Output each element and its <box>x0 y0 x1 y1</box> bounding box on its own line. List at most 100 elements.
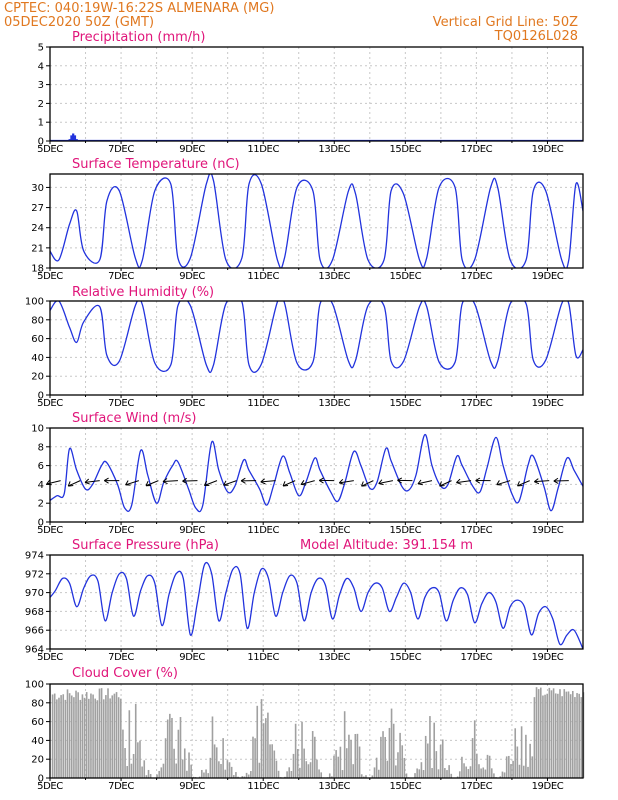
cloud-bar <box>237 776 239 778</box>
wind-arrowhead <box>338 478 345 485</box>
y-tick-label: 6 <box>38 461 44 472</box>
cloud-bar <box>70 695 73 778</box>
cloud-bar <box>331 776 333 778</box>
cloud-bar <box>450 773 453 778</box>
cloud-bar <box>294 723 297 778</box>
cloud-bar <box>422 770 425 778</box>
cloud-bar <box>542 695 544 778</box>
cloud-bar <box>286 771 288 778</box>
cloud-bar <box>478 764 480 778</box>
cloud-bar <box>130 763 133 778</box>
cloud-bar <box>58 697 60 778</box>
cloud-bar <box>258 762 261 778</box>
wind-arrowhead <box>475 477 481 484</box>
wind-title: Surface Wind (m/s) <box>72 411 196 426</box>
wind-series-line <box>50 433 583 513</box>
cloud-bar <box>533 697 536 778</box>
cloud-bar <box>288 767 291 778</box>
wind-arrowhead <box>84 478 90 485</box>
cloud-bar <box>433 722 436 778</box>
cloud-bar <box>66 689 69 778</box>
cloud-bar <box>484 769 487 778</box>
cloud-bar <box>512 760 514 778</box>
precipitation-title: Precipitation (mm/h) <box>72 30 205 45</box>
y-tick-label: 970 <box>25 588 44 599</box>
cloud-bar <box>516 746 519 778</box>
humidity-title: Relative Humidity (%) <box>72 285 214 300</box>
cloud-bar <box>98 688 101 778</box>
x-tick-label: 13DEC <box>318 652 350 663</box>
cloud-bar <box>241 776 244 778</box>
y-tick-label: 5 <box>38 43 44 54</box>
pressure-series-line <box>50 561 583 649</box>
pressure-frame <box>49 554 584 650</box>
cloud-bar <box>416 768 418 778</box>
y-tick-label: 18 <box>31 264 44 275</box>
x-tick-label: 19DEC <box>532 271 564 282</box>
cloud-bar <box>92 694 94 778</box>
cloud-bar <box>386 760 389 778</box>
cloud-bar <box>156 774 158 778</box>
y-tick-label: 8 <box>38 442 44 453</box>
cloud-bar <box>105 695 107 778</box>
x-tick-label: 9DEC <box>179 525 205 536</box>
cloud-bar <box>520 726 523 778</box>
y-tick-label: 100 <box>25 680 44 691</box>
cloud-bar <box>111 695 114 778</box>
wind-arrowhead <box>182 477 188 484</box>
wind-arrow <box>84 480 100 483</box>
cloud-bar <box>128 710 131 778</box>
wind-arrowhead <box>417 479 423 486</box>
y-tick-label: 27 <box>31 203 44 214</box>
wind-arrowhead <box>282 481 289 487</box>
rh-frame <box>49 300 584 396</box>
cloud-bar <box>188 752 190 778</box>
temperature-title: Surface Temperature (nC) <box>72 157 240 172</box>
header-date: 05DEC2020 50Z (GMT) <box>4 15 154 30</box>
cloud-bar <box>514 728 517 778</box>
cloud-bar <box>301 721 303 778</box>
cloud-bar <box>535 687 538 778</box>
x-tick-label: 17DEC <box>461 652 493 663</box>
cloud-bar <box>201 769 203 778</box>
x-tick-label: 15DEC <box>389 271 421 282</box>
cloud-bar <box>318 769 320 778</box>
wind-arrow <box>496 480 511 486</box>
y-tick-label: 0 <box>38 391 44 402</box>
cloud-bar <box>56 699 58 778</box>
x-tick-label: 5DEC <box>37 652 63 663</box>
cloud-bar <box>275 760 278 778</box>
cloud-bar <box>64 699 67 778</box>
cloud-bar <box>435 751 438 778</box>
cloud-bar <box>73 697 75 778</box>
cloud-bar <box>109 698 111 778</box>
cloud-bar <box>305 761 308 778</box>
cloud-bar <box>540 687 542 778</box>
cloud-bar <box>446 770 448 778</box>
cloud-bar <box>510 764 512 778</box>
cloud-bar <box>418 769 421 778</box>
model-altitude: Model Altitude: 391.154 m <box>300 538 473 553</box>
x-tick-label: 11DEC <box>247 525 279 536</box>
cloud-bar <box>427 743 429 778</box>
wind-arrow <box>378 480 393 485</box>
cloud-bar <box>405 773 408 778</box>
y-tick-label: 80 <box>31 315 44 326</box>
y-tick-label: 4 <box>38 480 44 491</box>
wind-panel: Surface Wind (m/s) 0 2 4 6 8 10 5DEC 7DEC 9DEC 11… <box>31 411 584 536</box>
cloud-bar <box>550 690 553 778</box>
cloud-bar <box>375 757 378 778</box>
wind-arrow <box>439 480 452 487</box>
y-tick-label: 0 <box>38 137 44 148</box>
cloud-bar <box>203 772 205 778</box>
cloud-bar <box>473 720 476 778</box>
x-tick-label: 7DEC <box>108 144 134 155</box>
cloud-bar <box>186 770 188 778</box>
cloud-bar <box>380 736 382 778</box>
y-tick-label: 1 <box>38 118 44 129</box>
cloud-bar <box>320 772 323 778</box>
cloud-bar <box>567 691 570 778</box>
cloud-bar <box>569 694 572 778</box>
x-tick-label: 7DEC <box>108 525 134 536</box>
